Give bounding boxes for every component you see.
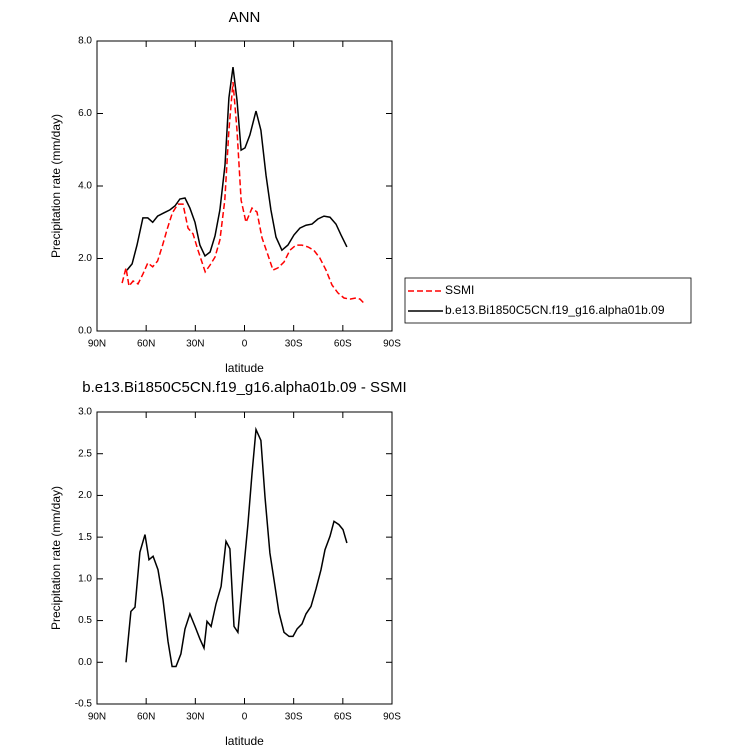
x-tick-label: 90S xyxy=(383,712,401,723)
x-tick-label: 90S xyxy=(383,339,401,350)
y-tick-label: 4.0 xyxy=(78,181,92,192)
legend-box xyxy=(404,277,692,324)
plot-frame xyxy=(96,40,393,332)
x-tick-label: 60N xyxy=(137,712,155,723)
x-tick-label: 30N xyxy=(186,339,204,350)
x-tick-label: 30S xyxy=(285,712,303,723)
legend-label: b.e13.Bi1850C5CN.f19_g16.alpha01b.09 xyxy=(445,303,665,317)
y-tick-label: 0.0 xyxy=(78,326,92,337)
y-tick-label: 2.5 xyxy=(78,448,92,459)
x-tick-label: 60S xyxy=(334,339,352,350)
x-tick-label: 90N xyxy=(88,339,106,350)
chart-title: ANN xyxy=(229,9,261,26)
plot-frame xyxy=(96,411,393,705)
series-line xyxy=(125,426,348,668)
y-tick-label: 8.0 xyxy=(78,36,92,47)
y-tick-label: 3.0 xyxy=(78,407,92,418)
x-tick-label: 60S xyxy=(334,712,352,723)
y-tick-label: 2.0 xyxy=(78,490,92,501)
x-tick-label: 30N xyxy=(186,712,204,723)
y-axis-label: Precipitation rate (mm/day) xyxy=(49,114,63,258)
y-tick-label: -0.5 xyxy=(75,699,93,710)
x-tick-label: 90N xyxy=(88,712,106,723)
y-axis-label: Precipitation rate (mm/day) xyxy=(49,486,63,630)
y-tick-label: 6.0 xyxy=(78,108,92,119)
x-tick-label: 30S xyxy=(285,339,303,350)
y-tick-label: 0.0 xyxy=(78,657,92,668)
x-tick-label: 0 xyxy=(242,339,248,350)
series-line xyxy=(121,81,366,305)
x-axis-label: latitude xyxy=(225,361,264,375)
legend-label: SSMI xyxy=(445,283,474,297)
y-tick-label: 0.5 xyxy=(78,615,92,626)
x-tick-label: 0 xyxy=(242,712,248,723)
series-line xyxy=(126,67,348,271)
x-axis-label: latitude xyxy=(225,734,264,748)
y-tick-label: 1.0 xyxy=(78,573,92,584)
chart-title: b.e13.Bi1850C5CN.f19_g16.alpha01b.09 - S… xyxy=(82,379,406,396)
x-tick-label: 60N xyxy=(137,339,155,350)
y-tick-label: 2.0 xyxy=(78,253,92,264)
y-tick-label: 1.5 xyxy=(78,532,92,543)
